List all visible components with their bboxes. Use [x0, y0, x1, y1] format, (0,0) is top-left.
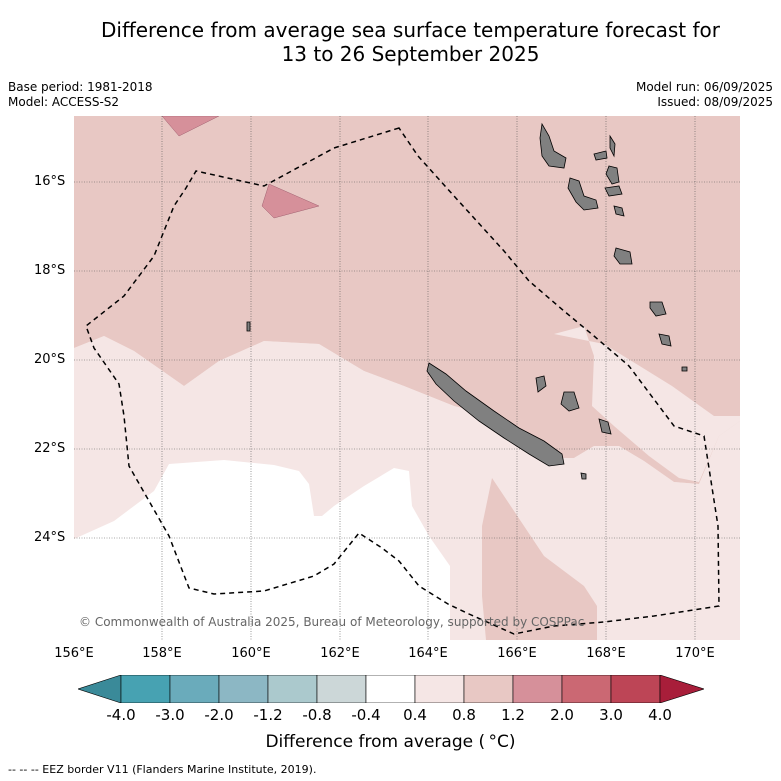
meta-right: Model run: 06/09/2025 Issued: 08/09/2025	[636, 80, 773, 110]
colorbar-tick-label: -4.0	[106, 706, 136, 724]
vanuatu-island-3	[593, 150, 608, 161]
colorbar	[78, 675, 704, 703]
colorbar-tick-label: -1.2	[253, 706, 283, 724]
lat-label-20s: 20°S	[34, 352, 66, 367]
base-period: Base period: 1981-2018	[8, 80, 153, 94]
vanuatu-island-9	[649, 301, 667, 317]
loyalty-island-2	[560, 391, 580, 412]
lon-label-162e: 162°E	[320, 646, 360, 661]
small-island-1	[246, 321, 251, 332]
lat-label-16s: 16°S	[34, 174, 66, 189]
colorbar-cell	[365, 675, 416, 703]
vanuatu-island-4	[609, 134, 616, 158]
colorbar-cell	[610, 675, 661, 703]
colorbar-extend-high	[659, 675, 704, 703]
eez-border	[85, 127, 720, 635]
colorbar-cell	[414, 675, 465, 703]
small-island-2	[580, 472, 587, 480]
lon-label-166e: 166°E	[497, 646, 537, 661]
anomaly-band-light	[74, 336, 740, 640]
land-masses	[246, 122, 688, 480]
lon-label-170e: 170°E	[675, 646, 715, 661]
sst-map: © Commonwealth of Australia 2025, Bureau…	[74, 116, 740, 640]
colorbar-tick-label: 1.2	[501, 706, 525, 724]
colorbar-title: Difference from average ( °C)	[265, 732, 516, 752]
colorbar-cell	[120, 675, 171, 703]
lat-label-18s: 18°S	[34, 263, 66, 278]
colorbar-cell	[218, 675, 269, 703]
colorbar-extend-low	[78, 675, 122, 703]
vanuatu-island-7	[613, 205, 625, 217]
colorbar-tick-label: 4.0	[648, 706, 672, 724]
loyalty-island-3	[598, 418, 612, 435]
map-title: Difference from average sea surface temp…	[0, 18, 781, 66]
colorbar-tick-label: 0.8	[452, 706, 476, 724]
colorbar-tick-label: -0.4	[351, 706, 381, 724]
copyright-text: © Commonwealth of Australia 2025, Bureau…	[79, 615, 584, 629]
colorbar-cell	[561, 675, 612, 703]
model-name: Model: ACCESS-S2	[8, 95, 120, 109]
lon-label-168e: 168°E	[586, 646, 626, 661]
title-line-1: Difference from average sea surface temp…	[100, 18, 720, 42]
lon-label-156e: 156°E	[54, 646, 94, 661]
vanuatu-island-8	[613, 247, 633, 265]
lat-label-24s: 24°S	[34, 530, 66, 545]
colorbar-cell	[267, 675, 318, 703]
vanuatu-island-10	[658, 333, 672, 347]
small-island-3	[681, 366, 688, 372]
colorbar-cell	[463, 675, 514, 703]
vanuatu-island-6	[604, 185, 623, 197]
vanuatu-island-2	[567, 177, 599, 211]
anomaly-patch-west	[261, 183, 320, 219]
anomaly-band-light-east	[554, 326, 740, 482]
anomaly-band-medium-south	[482, 478, 597, 640]
issued-date: Issued: 08/09/2025	[657, 95, 773, 109]
eez-footer-note: -- -- -- EEZ border V11 (Flanders Marine…	[8, 763, 317, 776]
graticule	[74, 116, 740, 640]
title-line-2: 13 to 26 September 2025	[281, 42, 540, 66]
lat-label-22s: 22°S	[34, 441, 66, 456]
vanuatu-island-1	[539, 122, 567, 169]
colorbar-cell	[512, 675, 563, 703]
model-run: Model run: 06/09/2025	[635, 80, 773, 94]
colorbar-tick-label: 0.4	[403, 706, 427, 724]
colorbar-tick-label: 2.0	[550, 706, 574, 724]
lon-label-160e: 160°E	[231, 646, 271, 661]
lon-label-164e: 164°E	[408, 646, 448, 661]
colorbar-cell	[316, 675, 367, 703]
colorbar-tick-label: -2.0	[204, 706, 234, 724]
loyalty-island-1	[535, 375, 547, 393]
colorbar-tick-label: 3.0	[599, 706, 623, 724]
colorbar-cell	[169, 675, 220, 703]
new-caledonia-land	[426, 362, 565, 467]
vanuatu-island-5	[605, 165, 620, 185]
lon-label-158e: 158°E	[142, 646, 182, 661]
colorbar-tick-label: -0.8	[302, 706, 332, 724]
anomaly-patch-north	[161, 116, 220, 137]
colorbar-tick-label: -3.0	[155, 706, 185, 724]
meta-left: Base period: 1981-2018 Model: ACCESS-S2	[8, 80, 153, 110]
